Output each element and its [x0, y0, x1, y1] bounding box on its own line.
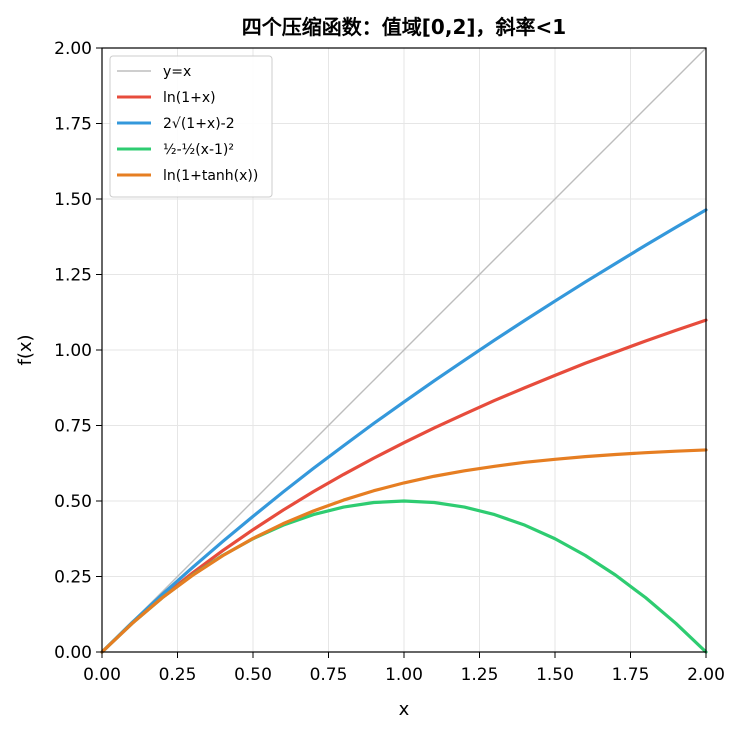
legend-box: [109, 55, 273, 198]
series-line-3: [100, 208, 708, 654]
chart-title: 四个压缩函数：值域[0,2]，斜率<1: [242, 15, 566, 39]
x-axis-label: x: [399, 699, 410, 720]
series-layer: [100, 47, 708, 654]
x-tick-label: 0.00: [83, 665, 121, 685]
legend-label: ln(1+x): [163, 90, 216, 106]
x-tick-label: 1.00: [385, 665, 423, 685]
legend: y=x ln(1+x) 2√(1+x)-2 ½-½(x-1)² ln(1+tanh(x)…: [109, 55, 273, 198]
x-tick-label: 0.25: [159, 665, 197, 685]
x-tick-label: 1.75: [612, 665, 650, 685]
series-line-5: [100, 448, 708, 654]
y-tick-label: 1.00: [54, 341, 92, 361]
x-tick-label: 0.75: [310, 665, 348, 685]
y-tick-label: 0.00: [54, 643, 92, 663]
y-tick-label: 0.50: [54, 492, 92, 512]
legend-label: 2√(1+x)-2: [163, 116, 235, 132]
y-tick-label: 1.75: [54, 115, 92, 135]
x-tick-label: 1.50: [536, 665, 574, 685]
legend-label: ½-½(x-1)²: [163, 142, 234, 158]
y-tick-label: 0.25: [54, 568, 92, 588]
y-tick-label: 1.50: [54, 190, 92, 210]
y-tick-label: 2.00: [54, 39, 92, 59]
x-tick-label: 2.00: [687, 665, 725, 685]
y-axis-label: f(x): [15, 334, 36, 365]
y-tick-label: 0.75: [54, 417, 92, 437]
series-line-2: [100, 318, 708, 654]
legend-label: ln(1+tanh(x)): [163, 168, 258, 184]
series-line-1: [101, 47, 707, 653]
x-tick-label: 1.25: [461, 665, 499, 685]
legend-label: y=x: [163, 64, 191, 80]
x-tick-label: 0.50: [234, 665, 272, 685]
tick-layer: 0.00 0.25 0.50 0.75 1.00 1.25 1.50 1.75 2.00 0.00…: [54, 39, 725, 685]
y-tick-label: 1.25: [54, 266, 92, 286]
